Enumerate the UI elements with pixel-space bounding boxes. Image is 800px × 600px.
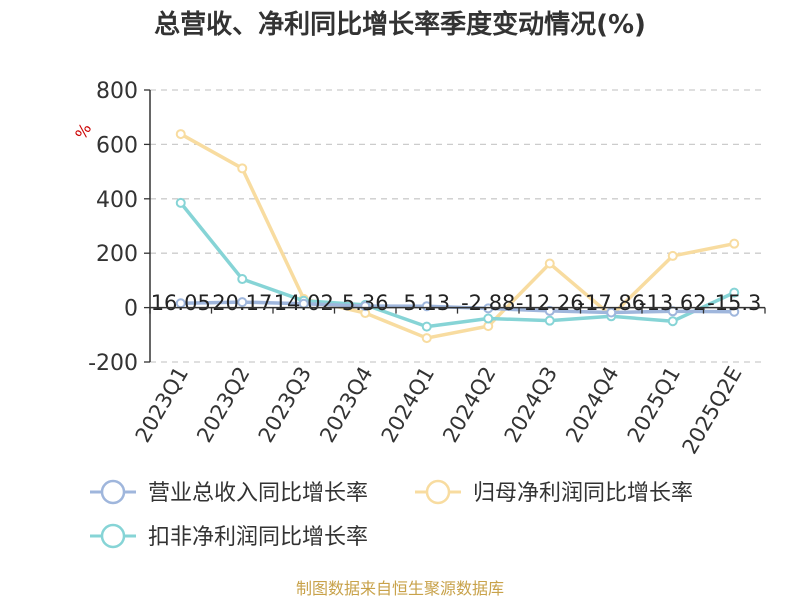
data-label: -12.26 — [516, 291, 584, 315]
x-tick-label: 2024Q1 — [377, 363, 439, 447]
data-point-deducted_profit — [175, 197, 186, 208]
y-axis: 800 600 400 200 0 -200 — [88, 79, 151, 376]
x-tick-label: 2024Q3 — [500, 363, 562, 447]
series-line-deducted_profit — [179, 201, 735, 329]
y-tick-label: 600 — [96, 133, 138, 158]
y-tick-label: -200 — [88, 351, 138, 376]
data-label: 5.13 — [403, 291, 450, 315]
x-tick-label: 2025Q1 — [623, 363, 685, 447]
legend-label-revenue: 营业总收入同比增长率 — [148, 481, 368, 506]
data-point-net_profit — [175, 129, 186, 140]
x-tick-label: 2023Q3 — [254, 363, 316, 447]
data-label: 5.36 — [342, 291, 389, 315]
data-point-net_profit — [237, 163, 248, 174]
data-point-net_profit — [729, 238, 740, 249]
legend-label-net_profit: 归母净利润同比增长率 — [473, 481, 693, 506]
legend-marker-deducted_profit — [100, 523, 126, 549]
data-label: -15.3 — [707, 291, 761, 315]
x-tick-label: 2024Q4 — [561, 363, 623, 447]
legend-marker-revenue — [100, 479, 126, 505]
data-point-revenue — [483, 303, 494, 314]
data-label: 20.17 — [212, 291, 272, 315]
x-tick-label: 2025Q2E — [677, 363, 746, 459]
x-tick-label: 2024Q2 — [438, 363, 500, 447]
data-point-deducted_profit — [729, 287, 740, 298]
legend-marker-net_profit — [425, 479, 451, 505]
data-label: 14.02 — [274, 291, 334, 315]
y-tick-label: 800 — [96, 79, 138, 104]
data-label: 16.05 — [151, 291, 211, 315]
data-point-deducted_profit — [421, 321, 432, 332]
x-tick-label: 2023Q4 — [315, 363, 377, 447]
legend-label-deducted_profit: 扣非净利润同比增长率 — [148, 525, 368, 550]
data-point-revenue — [606, 307, 617, 318]
data-point-revenue — [237, 297, 248, 308]
data-label: -13.62 — [639, 291, 707, 315]
y-axis-unit: % — [71, 120, 95, 143]
y-tick-label: 400 — [96, 188, 138, 213]
series-line-net_profit — [179, 132, 735, 340]
grid-lines — [150, 89, 765, 363]
x-axis: 2023Q1 2023Q2 2023Q3 2023Q4 2024Q1 2024Q2 2024… — [131, 306, 766, 459]
x-tick-label: 2023Q2 — [192, 363, 254, 447]
y-tick-label: 200 — [96, 242, 138, 267]
chart-title: 总营收、净利同比增长率季度变动情况(%) — [154, 9, 646, 40]
data-point-net_profit — [421, 333, 432, 344]
data-labels: 16.05 20.17 14.02 5.36 5.13 -2.88 -12.26-17.86… — [151, 291, 762, 315]
data-point-deducted_profit — [667, 316, 678, 327]
x-tick-label: 2023Q1 — [131, 363, 193, 447]
y-tick-label: 0 — [124, 297, 138, 322]
data-point-deducted_profit — [483, 313, 494, 324]
data-point-deducted_profit — [544, 315, 555, 326]
data-label: -2.88 — [461, 291, 515, 315]
data-label: -17.86 — [577, 291, 645, 315]
data-point-net_profit — [667, 250, 678, 261]
data-point-net_profit — [544, 258, 555, 269]
data-point-deducted_profit — [237, 274, 248, 285]
source-note: 制图数据来自恒生聚源数据库 — [296, 579, 504, 598]
